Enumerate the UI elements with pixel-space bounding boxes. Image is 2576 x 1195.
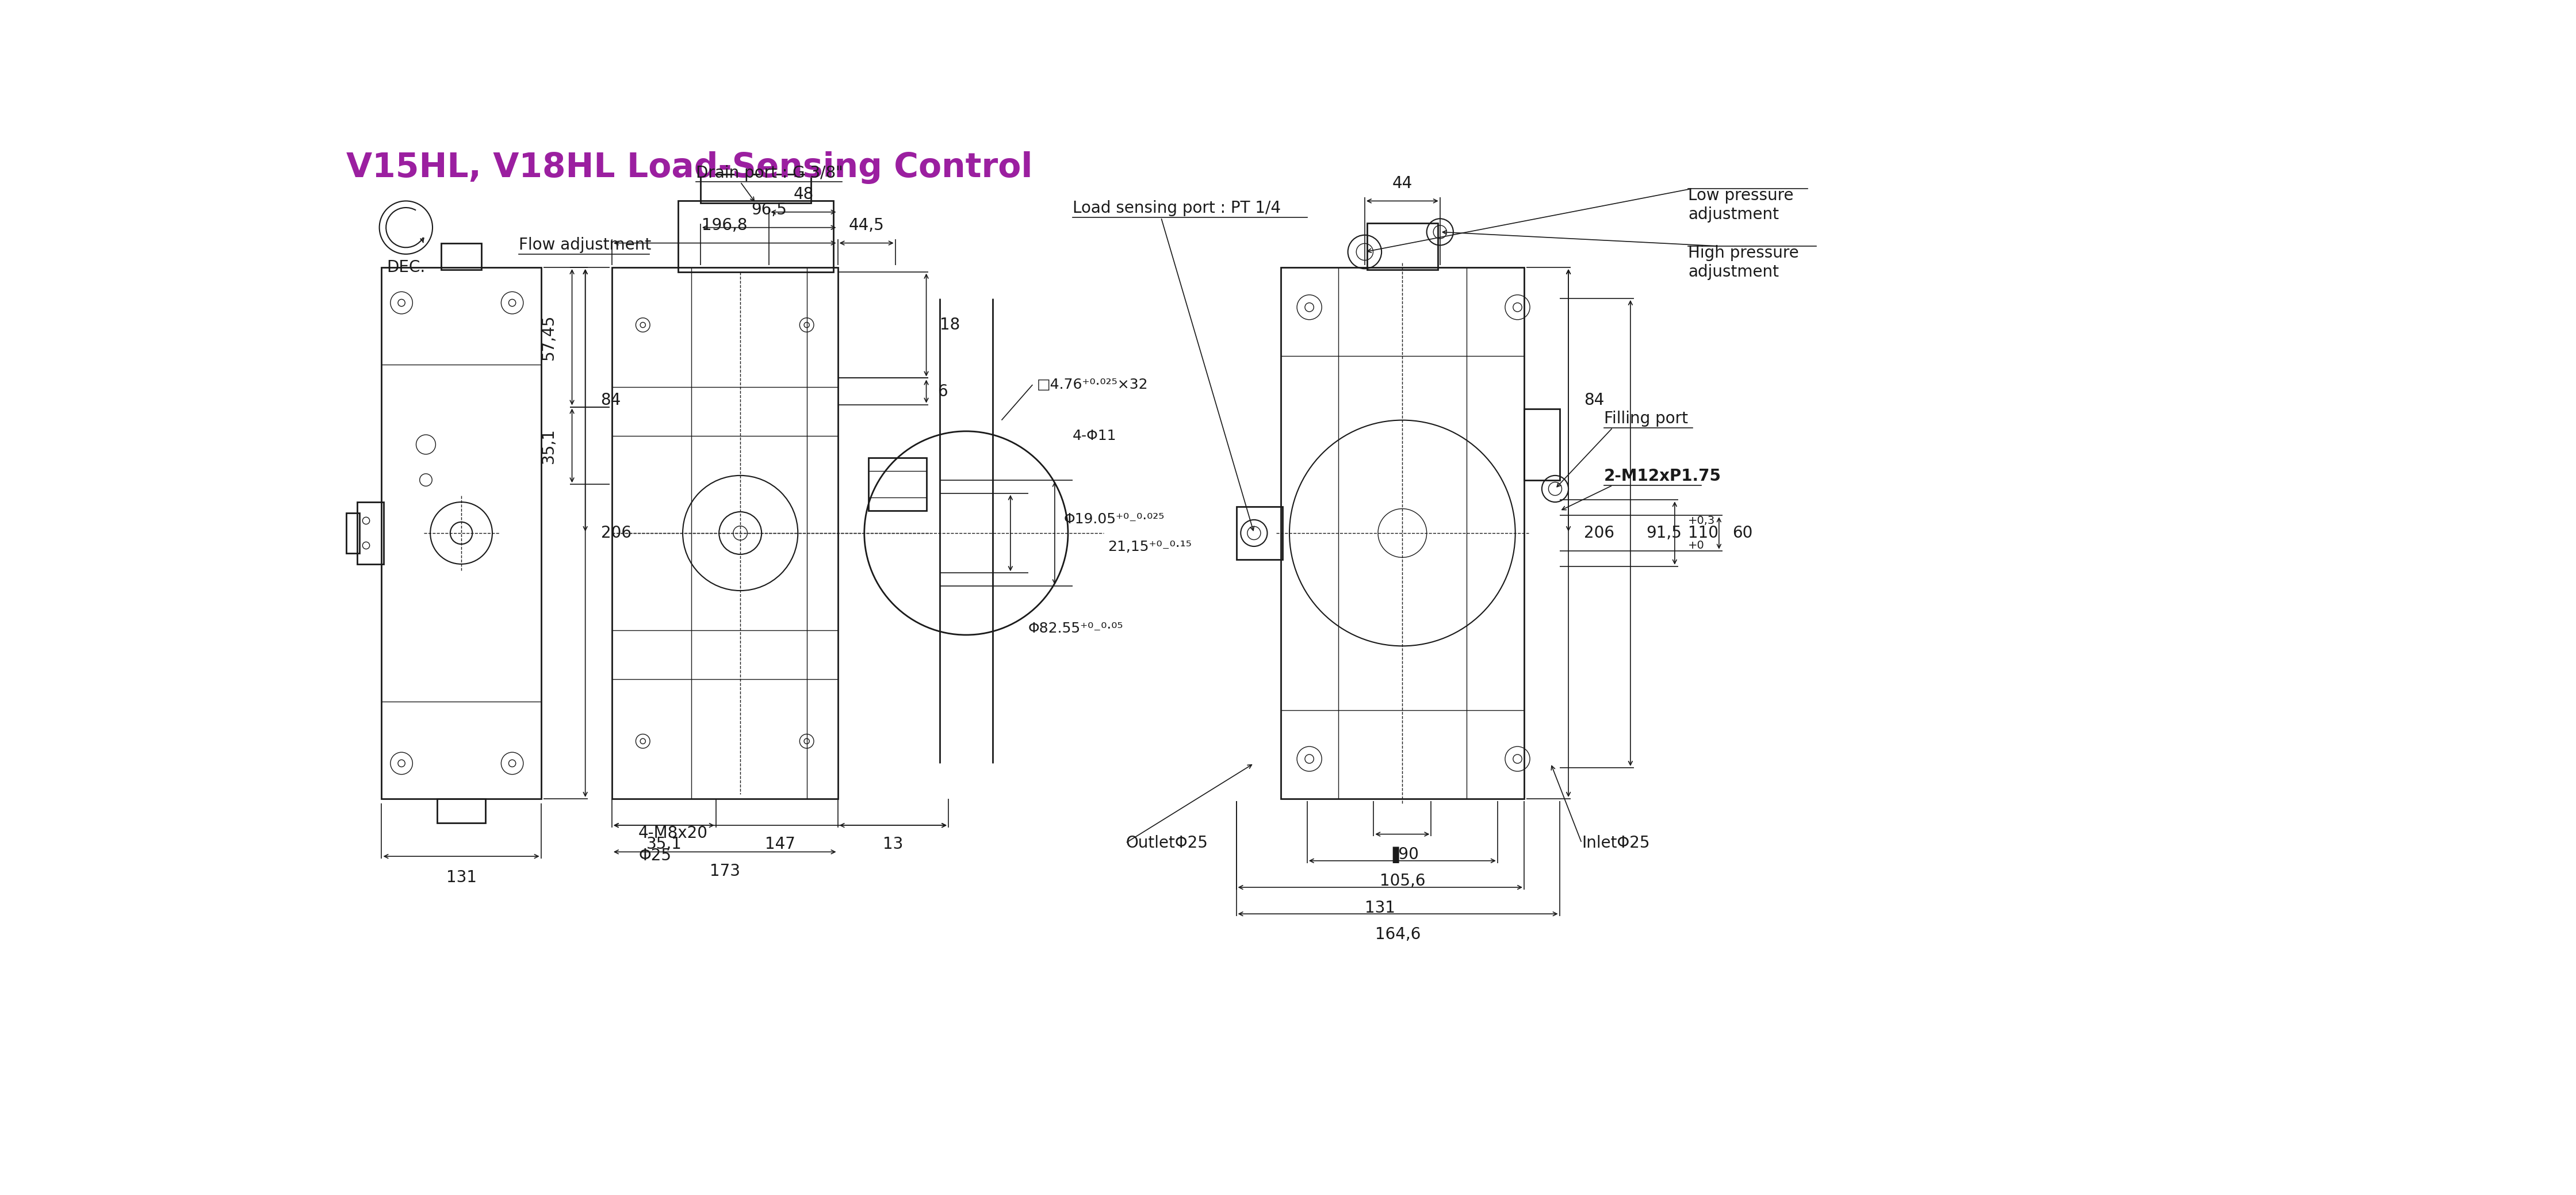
Text: 57,45: 57,45 — [541, 314, 556, 360]
Text: Φ19.05⁺⁰₋⁰⋅⁰²⁵: Φ19.05⁺⁰₋⁰⋅⁰²⁵ — [1064, 513, 1164, 527]
Text: Filling port: Filling port — [1605, 411, 1687, 427]
Text: 105,6: 105,6 — [1381, 874, 1425, 889]
Bar — [613, 268, 837, 798]
Text: Load sensing port : PT 1/4: Load sensing port : PT 1/4 — [1072, 201, 1280, 216]
Text: Φ25: Φ25 — [639, 847, 672, 864]
Bar — [868, 458, 927, 511]
Text: High pressure
adjustment: High pressure adjustment — [1687, 245, 1798, 280]
Text: 196,8: 196,8 — [701, 217, 747, 233]
Text: 84: 84 — [1584, 392, 1605, 409]
Text: OutletΦ25: OutletΦ25 — [1126, 835, 1208, 851]
Text: 6: 6 — [938, 384, 948, 399]
Text: 4-M8x20: 4-M8x20 — [639, 826, 708, 841]
Text: 44: 44 — [1391, 176, 1412, 191]
Text: 164,6: 164,6 — [1376, 926, 1422, 943]
Text: 110: 110 — [1687, 525, 1718, 541]
Text: 131: 131 — [1365, 900, 1396, 915]
Bar — [438, 798, 487, 823]
Text: DEC.: DEC. — [386, 259, 425, 275]
Text: ▐90: ▐90 — [1386, 846, 1419, 863]
Bar — [1368, 223, 1437, 270]
Text: 173: 173 — [708, 863, 739, 880]
Text: InletΦ25: InletΦ25 — [1582, 835, 1649, 851]
Bar — [358, 502, 384, 564]
Bar — [1236, 507, 1283, 559]
Bar — [677, 201, 832, 271]
Text: Φ82.55⁺⁰₋⁰⋅⁰⁵: Φ82.55⁺⁰₋⁰⋅⁰⁵ — [1028, 621, 1123, 636]
Text: 206: 206 — [1584, 525, 1615, 541]
Text: 35,1: 35,1 — [647, 836, 683, 852]
Text: 206: 206 — [600, 525, 631, 541]
Text: 84: 84 — [600, 392, 621, 409]
Text: 4-Φ11: 4-Φ11 — [1072, 429, 1115, 442]
Bar — [701, 174, 811, 203]
Bar — [1525, 409, 1558, 480]
Text: □4.76⁺⁰⋅⁰²⁵×32: □4.76⁺⁰⋅⁰²⁵×32 — [1038, 378, 1149, 392]
Text: 21,15⁺⁰₋⁰⋅¹⁵: 21,15⁺⁰₋⁰⋅¹⁵ — [1108, 540, 1193, 553]
Text: 18: 18 — [940, 317, 961, 333]
Text: 13: 13 — [884, 836, 904, 852]
Text: Low pressure
adjustment: Low pressure adjustment — [1687, 188, 1793, 222]
Text: +0,3: +0,3 — [1687, 515, 1716, 527]
Text: Flow adjustment: Flow adjustment — [518, 237, 652, 253]
Text: 35,1: 35,1 — [541, 428, 556, 464]
Text: 48: 48 — [793, 186, 814, 202]
Text: 131: 131 — [446, 870, 477, 885]
Text: +0: +0 — [1687, 540, 1705, 551]
Text: 96,5: 96,5 — [752, 202, 786, 217]
Bar — [1280, 268, 1525, 798]
Text: 147: 147 — [765, 836, 796, 852]
Bar — [381, 268, 541, 798]
Text: V15HL, V18HL Load-Sensing Control: V15HL, V18HL Load-Sensing Control — [345, 152, 1033, 184]
Text: 91,5: 91,5 — [1646, 525, 1682, 541]
Text: 60: 60 — [1731, 525, 1752, 541]
Text: 2-M12xP1.75: 2-M12xP1.75 — [1605, 468, 1721, 484]
Text: Drain port : G 3/8": Drain port : G 3/8" — [696, 165, 842, 180]
Text: 44,5: 44,5 — [848, 217, 884, 233]
Bar — [440, 243, 482, 270]
Bar — [345, 513, 361, 553]
